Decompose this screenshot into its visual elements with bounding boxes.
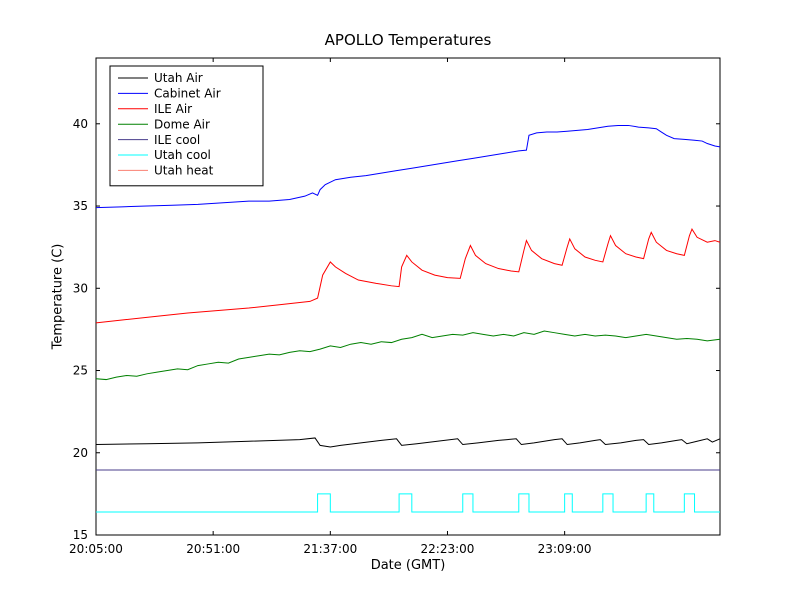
legend-label: Utah heat (154, 164, 214, 178)
series-ile-air (95, 227, 721, 324)
y-axis-label: Temperature (C) (50, 243, 66, 350)
y-tick-label: 15 (73, 528, 88, 542)
legend-label: ILE cool (154, 133, 200, 147)
legend-label: Cabinet Air (154, 87, 221, 101)
x-axis-label: Date (GMT) (370, 558, 446, 573)
chart-title: APOLLO Temperatures (324, 31, 492, 49)
x-tick-label: 20:05:00 (69, 542, 123, 556)
series-utah-cool (96, 493, 720, 513)
series-dome-air (95, 330, 721, 381)
y-tick-label: 35 (73, 199, 88, 213)
x-tick-label: 22:23:00 (421, 542, 475, 556)
y-tick-label: 20 (73, 446, 88, 460)
series-utah-air (95, 437, 721, 448)
legend-label: Utah cool (154, 148, 211, 162)
legend-box (109, 65, 264, 187)
legend-label: Utah Air (154, 71, 203, 85)
y-tick-label: 40 (73, 117, 88, 131)
y-tick-label: 25 (73, 364, 88, 378)
legend-label: Dome Air (154, 117, 210, 131)
y-tick-label: 30 (73, 281, 88, 295)
series-cabinet-air (95, 124, 721, 209)
x-tick-label: 20:51:00 (186, 542, 240, 556)
x-tick-label: 23:09:00 (538, 542, 592, 556)
axes-frame (95, 57, 721, 536)
x-tick-label: 21:37:00 (303, 542, 357, 556)
legend-label: ILE Air (154, 102, 192, 116)
